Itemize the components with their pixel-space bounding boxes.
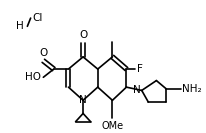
Text: HO: HO <box>25 72 41 82</box>
Text: F: F <box>137 64 143 74</box>
Text: NH₂: NH₂ <box>183 84 202 94</box>
Text: OMe: OMe <box>101 121 123 131</box>
Text: H: H <box>16 21 23 31</box>
Text: O: O <box>39 48 47 58</box>
Text: N: N <box>79 95 87 105</box>
Text: O: O <box>79 30 87 40</box>
Text: N: N <box>133 85 141 95</box>
Text: Cl: Cl <box>33 13 43 23</box>
